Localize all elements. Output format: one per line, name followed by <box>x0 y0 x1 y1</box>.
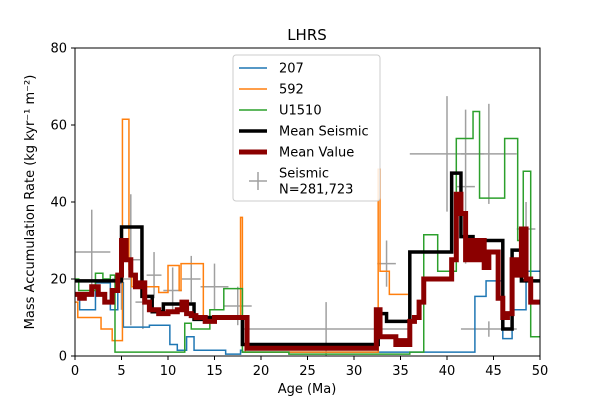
legend-mean-value-label: Mean Value <box>279 146 354 161</box>
x-axis: 0 5 10 15 20 25 30 35 40 45 50 <box>71 356 548 379</box>
legend-box <box>232 54 381 202</box>
y-tick-label: 20 <box>50 273 67 288</box>
legend-592-label: 592 <box>279 83 304 98</box>
legend: 207 592 U1510 Mean Seismic Mean Value Seismic… <box>232 54 381 202</box>
legend-mean-seismic-label: Mean Seismic <box>279 125 369 140</box>
x-tick-label: 50 <box>532 364 549 379</box>
chart-title: LHRS <box>287 26 327 44</box>
series-layer <box>75 96 540 356</box>
y-tick-label: 40 <box>50 196 67 211</box>
legend-207-label: 207 <box>279 62 304 77</box>
x-tick-label: 0 <box>71 364 79 379</box>
x-tick-label: 15 <box>206 364 223 379</box>
y-tick-label: 60 <box>50 119 67 134</box>
x-tick-label: 20 <box>253 364 270 379</box>
x-tick-label: 30 <box>346 364 363 379</box>
y-axis-title: Mass Accumulation Rate (kg kyr⁻¹ m⁻²) <box>23 75 38 330</box>
series-u1510-line <box>75 110 540 355</box>
x-tick-label: 35 <box>392 364 409 379</box>
x-tick-label: 45 <box>485 364 502 379</box>
y-tick-label: 0 <box>59 350 67 365</box>
series-mean-value-line <box>75 191 540 351</box>
legend-seismic-n-281-723-label: Seismic <box>279 167 329 182</box>
y-tick-label: 80 <box>50 42 67 57</box>
x-tick-label: 10 <box>160 364 177 379</box>
legend-u1510-label: U1510 <box>279 104 322 119</box>
legend-seismic-n-281-723-label: N=281,723 <box>279 183 353 198</box>
x-tick-label: 40 <box>439 364 456 379</box>
y-axis: 0 20 40 60 80 <box>50 42 75 365</box>
x-tick-label: 25 <box>299 364 316 379</box>
x-axis-title: Age (Ma) <box>278 382 337 397</box>
x-tick-label: 5 <box>117 364 125 379</box>
